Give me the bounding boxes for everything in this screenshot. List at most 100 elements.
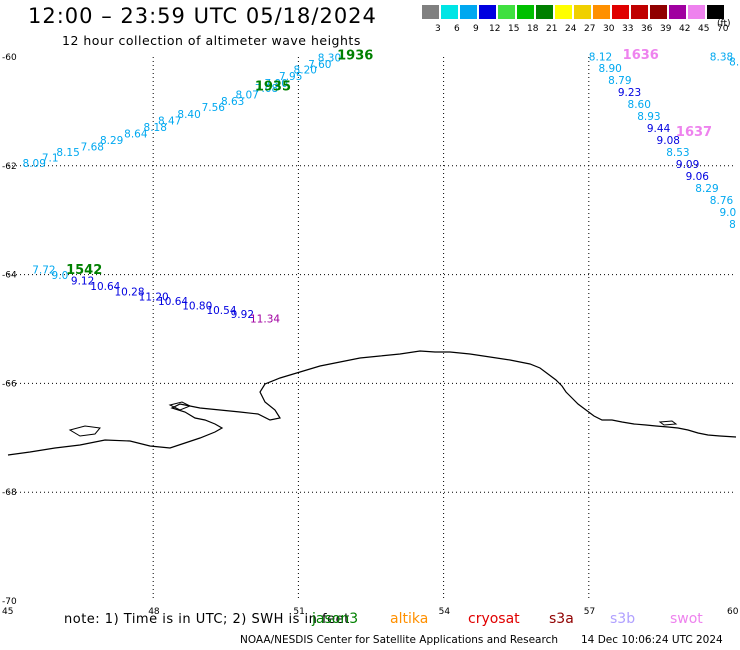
lat-tick-label: -70 (2, 597, 17, 607)
wave-height-value: 8.09 (23, 158, 46, 170)
wave-height-value: 8.29 (100, 135, 123, 147)
colorbar-tick-label: 27 (584, 24, 596, 34)
wave-height-value: 10.80 (182, 300, 212, 312)
wave-height-value: 8.93 (637, 111, 660, 123)
pass-time-label: 1936 (337, 49, 373, 64)
colorbar-tick-label: 33 (622, 24, 634, 34)
colorbar-unit: (ft) (717, 19, 731, 29)
colorbar-tick-label: 15 (508, 24, 520, 34)
wave-height-value: 8.64 (124, 129, 148, 141)
wave-height-value: 9.23 (618, 87, 641, 99)
colorbar-swatch (669, 5, 686, 19)
colorbar-tick-label: 36 (641, 24, 653, 34)
colorbar-tick-label: 42 (679, 24, 691, 34)
colorbar-swatch (460, 5, 477, 19)
wave-height-value: 8.15 (56, 147, 79, 159)
colorbar-tick-label: 39 (660, 24, 672, 34)
satellite-legend-cryosat: cryosat (468, 611, 520, 627)
wave-height-value: 8.53 (666, 147, 689, 159)
lon-tick-label: 57 (584, 607, 595, 617)
coastline-islet-3 (658, 420, 678, 426)
colorbar-tick-label: 18 (527, 24, 539, 34)
coastline-islet-2 (168, 401, 192, 411)
wave-height-value: 8.1 (729, 57, 740, 69)
colorbar-swatch (593, 5, 610, 19)
wave-height-value: 9.09 (676, 159, 699, 171)
colorbar-swatch (612, 5, 629, 19)
wave-height-value: 10.64 (158, 296, 188, 308)
satellite-legend-s3a: s3a (549, 611, 574, 627)
grid-lines (8, 57, 734, 601)
satellite-legend-s3b: s3b (610, 611, 636, 627)
wave-height-value: 11.34 (250, 313, 280, 325)
colorbar-swatch (536, 5, 553, 19)
wave-height-value: 7.68 (81, 142, 104, 154)
satellite-legend-altika: altika (390, 611, 429, 627)
wave-height-value: 9.92 (231, 309, 254, 321)
colorbar-swatch (631, 5, 648, 19)
altimeter-tracks: 8.097.18.15 7.688.298.648.188.478.407.568… (23, 51, 740, 325)
colorbar-tick-label: 30 (603, 24, 615, 34)
lon-tick-label: 54 (439, 607, 451, 617)
lat-tick-label: -62 (2, 162, 17, 172)
coastline-islet-1 (68, 425, 101, 437)
pass-time-label: 1542 (66, 263, 102, 278)
colorbar-tick-label: 9 (473, 24, 479, 34)
colorbar-tick-label: 12 (489, 24, 501, 34)
colorbar-swatch (650, 5, 667, 19)
wave-height-value: 10.54 (206, 305, 236, 317)
wave-height-value: 7.08 (255, 83, 278, 95)
map-title: 12:00 – 23:59 UTC 05/18/2024 (28, 4, 377, 28)
wave-height-value: 9.0 (719, 207, 736, 219)
credit-line: NOAA/NESDIS Center for Satellite Applica… (240, 634, 558, 646)
colorbar-swatch (422, 5, 439, 19)
antarctic-coastline (7, 350, 737, 456)
lon-tick-label: 51 (293, 607, 304, 617)
wave-height-value: 10.64 (90, 281, 120, 293)
wave-height-value: 8.40 (177, 109, 200, 121)
wave-height-value: 8.38 (710, 51, 733, 63)
satellite-legend-jason3: jason3 (312, 611, 359, 627)
colorbar-tick-label: 3 (435, 24, 441, 34)
colorbar-swatch (555, 5, 572, 19)
wave-height-value: 8.20 (294, 64, 317, 76)
pass-time-label: 1935 (255, 80, 291, 95)
wave-height-value: 9.08 (657, 135, 680, 147)
wave-height-value: 8.12 (589, 51, 612, 63)
wave-height-value: 8.29 (695, 183, 718, 195)
lat-tick-label: -68 (2, 488, 17, 498)
axis-labels: 45 48 51 54 57 60 -60 -62 -64 -66 -68 -70 (2, 53, 739, 617)
colorbar-swatch (441, 5, 458, 19)
colorbar-swatch (707, 5, 724, 19)
colorbar-swatch (688, 5, 705, 19)
wave-height-value: 8.30 (318, 52, 341, 64)
lat-tick-label: -60 (2, 53, 17, 63)
wave-height-value: 8 (729, 219, 736, 231)
wave-height-value: 7.95 (279, 71, 302, 83)
colorbar-swatch (574, 5, 591, 19)
wave-height-value: 9.44 (647, 123, 671, 135)
wave-height-value: 11.20 (139, 292, 169, 304)
colorbar-swatch (517, 5, 534, 19)
footnote: note: 1) Time is in UTC; 2) SWH is in fe… (64, 612, 350, 627)
wave-height-value: 8.90 (598, 63, 621, 75)
colorbar-tick-label: 21 (546, 24, 558, 34)
map-subtitle: 12 hour collection of altimeter wave hei… (62, 33, 361, 48)
pass-time-label: 1636 (623, 48, 659, 63)
colorbar-swatch (498, 5, 515, 19)
wave-height-value: 7.72 (32, 265, 55, 277)
wave-height-value: 9.12 (71, 275, 94, 287)
wave-height-value: 7.1 (42, 152, 59, 164)
wave-height-value: 8.60 (628, 99, 651, 111)
wave-height-value: 8.79 (608, 75, 631, 87)
wave-height-value: 9.06 (686, 171, 710, 183)
wave-height-value: 9.0 (52, 270, 69, 282)
colorbar-tick-label: 45 (698, 24, 710, 34)
colorbar-tick-label: 70 (717, 24, 729, 34)
lat-tick-label: -64 (2, 271, 17, 281)
wave-height-value: 8.07 (235, 89, 258, 101)
wave-height-value: 8.47 (158, 115, 181, 127)
wave-height-value: 7.60 (308, 59, 331, 71)
colorbar-swatch (479, 5, 496, 19)
